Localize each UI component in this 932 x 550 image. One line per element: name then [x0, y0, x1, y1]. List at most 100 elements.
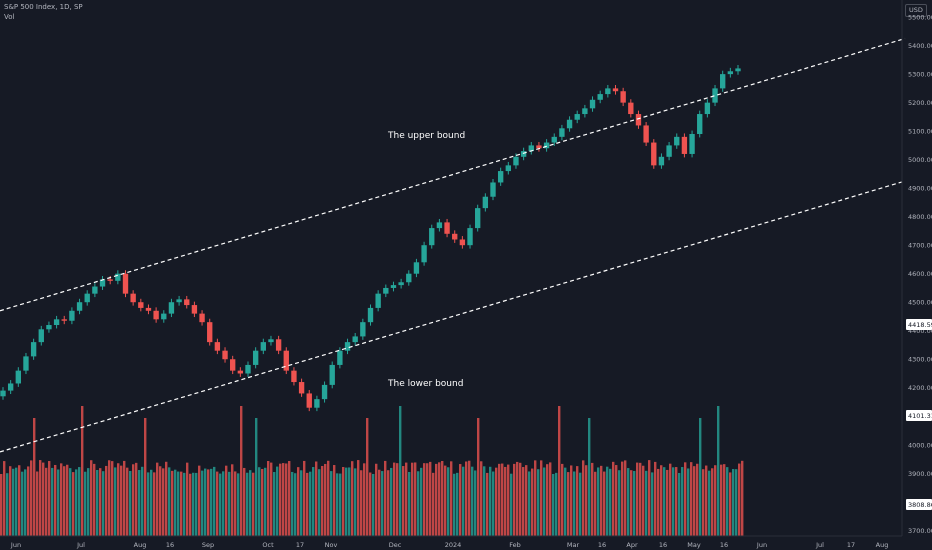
volume-bar [6, 473, 9, 536]
candle-body [444, 222, 450, 234]
volume-bar [546, 464, 549, 536]
volume-bar [603, 471, 606, 536]
volume-bar [711, 468, 714, 536]
volume-bar [75, 469, 78, 536]
volume-bar [390, 467, 393, 536]
volume-bar [429, 461, 432, 536]
volume-bar [219, 473, 222, 536]
volume-bar [363, 463, 366, 536]
volume-bar [69, 468, 72, 536]
volume-bar [117, 463, 120, 536]
time-axis[interactable]: Jun Jul Aug 16 Sep Oct 17 Nov Dec 2024 Feb Mar 16 Apr… [10, 541, 888, 549]
candle-body [7, 383, 14, 391]
x-tick-label: Sep [202, 541, 214, 549]
volume-bar [129, 470, 132, 536]
volume-bar [96, 470, 99, 536]
volume-bar [204, 468, 207, 536]
volume-bar [108, 460, 111, 536]
volume-bar [681, 467, 684, 536]
y-tick-label: 4200.00 [908, 384, 932, 392]
volume-bar [327, 460, 330, 536]
crosshair-price-tag-box [906, 410, 932, 421]
candle-body [436, 222, 443, 229]
volume-bar [735, 469, 738, 536]
volume-bar [486, 472, 489, 536]
candle-body [375, 293, 381, 308]
currency-button[interactable]: USD [905, 4, 927, 17]
volume-bar [399, 406, 402, 536]
volume-bar [291, 471, 294, 536]
volume-bar [474, 470, 477, 536]
price-axis[interactable]: 5500.00 5400.00 5300.00 5200.00 5100.00 5000.… [908, 14, 932, 535]
candle-body [237, 370, 244, 374]
volume-bar [192, 472, 195, 536]
volume-bar [276, 466, 279, 536]
x-tick-label: Jun [10, 541, 21, 549]
volume-bar [243, 467, 246, 536]
upper-trendline[interactable] [0, 37, 906, 312]
volume-bar [579, 472, 582, 536]
volume-bar [501, 463, 504, 536]
volume-bar [447, 467, 450, 536]
candle-body [482, 196, 489, 209]
candle-body [513, 156, 519, 166]
trendlines[interactable] [0, 37, 906, 453]
volume-bar [21, 471, 24, 536]
volume-bar [267, 461, 270, 536]
candle-body [268, 339, 274, 343]
volume-bar [609, 468, 612, 536]
candle-body [490, 182, 496, 197]
volume-bar [408, 471, 411, 536]
volume-bar [201, 470, 204, 536]
y-tick-label: 5200.00 [908, 99, 932, 107]
volume-bar [690, 462, 693, 536]
candle-body [23, 356, 29, 371]
symbol-title: S&P 500 Index, 1D, SP [4, 3, 83, 11]
candle-body [153, 310, 159, 320]
annotations: The upper bound The lower bound [387, 131, 465, 389]
candle-body [620, 91, 626, 103]
candle-body [658, 156, 665, 166]
candle-body [176, 299, 182, 303]
volume-bar [696, 463, 699, 536]
volume-bar [255, 418, 258, 536]
candle-body [520, 151, 527, 157]
volume-bar [48, 461, 51, 536]
volume-bar [738, 463, 741, 536]
volume-bar [534, 460, 537, 536]
volume-bar [339, 473, 342, 536]
volume-bar [630, 470, 633, 536]
x-tick-label: Aug [134, 541, 147, 549]
volume-bar [342, 467, 345, 536]
candle-body [635, 114, 642, 126]
candle-body [207, 322, 213, 343]
volume-bar [657, 468, 660, 536]
volume-bar [663, 467, 666, 536]
volume-bar [273, 472, 276, 536]
x-tick-label: Jun [756, 541, 767, 549]
volume-bar [678, 472, 681, 536]
volume-bar [615, 465, 618, 536]
volume-bar [384, 460, 387, 536]
lower-bound-label: The lower bound [387, 379, 463, 389]
volume-bar [396, 463, 399, 536]
volume-bar [705, 465, 708, 536]
volume-bar [591, 462, 594, 536]
volume-bar [600, 465, 603, 536]
volume-bar [381, 471, 384, 536]
volume-bar [84, 471, 87, 536]
volume-bar [51, 467, 54, 536]
volume-bar [30, 460, 33, 536]
volume-bar [252, 472, 255, 536]
lower-trendline[interactable] [0, 180, 906, 453]
x-tick-label: May [687, 541, 701, 549]
volume-bar [459, 464, 462, 536]
volume-bar [147, 472, 150, 536]
volume-bar [315, 461, 318, 536]
volume-bar [414, 462, 417, 536]
candle-body [337, 350, 343, 365]
volume-bar [606, 466, 609, 536]
volume-bar [411, 462, 414, 536]
volume-bar [426, 463, 429, 536]
